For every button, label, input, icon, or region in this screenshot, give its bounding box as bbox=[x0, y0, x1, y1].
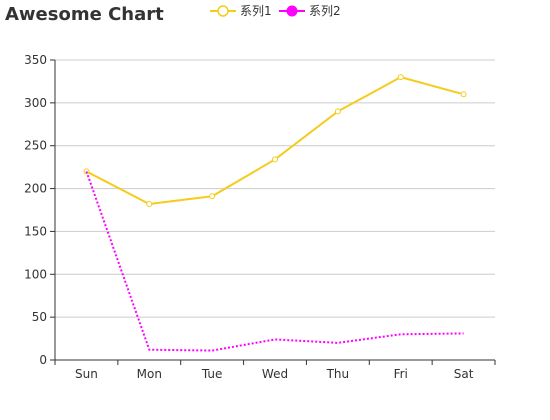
legend-item-series-1[interactable]: 系列1 bbox=[210, 4, 272, 18]
series-1-point-Wed[interactable] bbox=[272, 156, 278, 163]
series-line-2[interactable] bbox=[85, 171, 464, 352]
y-tick-label: 100 bbox=[24, 267, 47, 281]
x-tick-label: Thu bbox=[326, 367, 350, 381]
legend-item-series-2[interactable]: 系列2 bbox=[279, 4, 341, 18]
legend[interactable]: 系列1 系列2 bbox=[210, 4, 341, 18]
legend-swatch-marker-series-2 bbox=[286, 5, 298, 17]
legend-label-series-1: 系列1 bbox=[240, 4, 272, 18]
series-1-point-Sat[interactable] bbox=[460, 91, 467, 98]
y-tick-label: 150 bbox=[24, 224, 47, 238]
x-tick-label: Wed bbox=[262, 367, 288, 381]
x-axis: Sun Mon Tue Wed Thu Fri Sat bbox=[54, 359, 496, 381]
x-tick-label: Sun bbox=[75, 367, 98, 381]
gridlines bbox=[55, 59, 495, 318]
x-tick-label: Tue bbox=[201, 367, 223, 381]
y-tick-label: 0 bbox=[39, 353, 47, 367]
y-tick-label: 50 bbox=[32, 310, 47, 324]
y-tick-label: 350 bbox=[24, 53, 47, 67]
series-1-point-Tue[interactable] bbox=[209, 193, 216, 200]
series-1-point-Thu[interactable] bbox=[334, 108, 341, 115]
legend-label-series-2: 系列2 bbox=[309, 4, 341, 18]
series-line-1[interactable] bbox=[85, 76, 464, 205]
series-1-point-Mon[interactable] bbox=[146, 201, 153, 207]
legend-swatch-marker-series-1 bbox=[217, 5, 229, 17]
chart-title: Awesome Chart bbox=[5, 4, 164, 25]
x-tick-label: Mon bbox=[137, 367, 162, 381]
series-1-point-Fri[interactable] bbox=[397, 74, 404, 81]
y-tick-label: 300 bbox=[24, 96, 47, 110]
x-tick-label: Sat bbox=[454, 367, 474, 381]
y-tick-label: 200 bbox=[24, 182, 47, 196]
y-axis: 0 50 100 150 200 250 300 350 bbox=[24, 53, 56, 367]
y-tick-label: 250 bbox=[24, 139, 47, 153]
series-layer bbox=[83, 74, 467, 352]
x-tick-label: Fri bbox=[394, 367, 408, 381]
